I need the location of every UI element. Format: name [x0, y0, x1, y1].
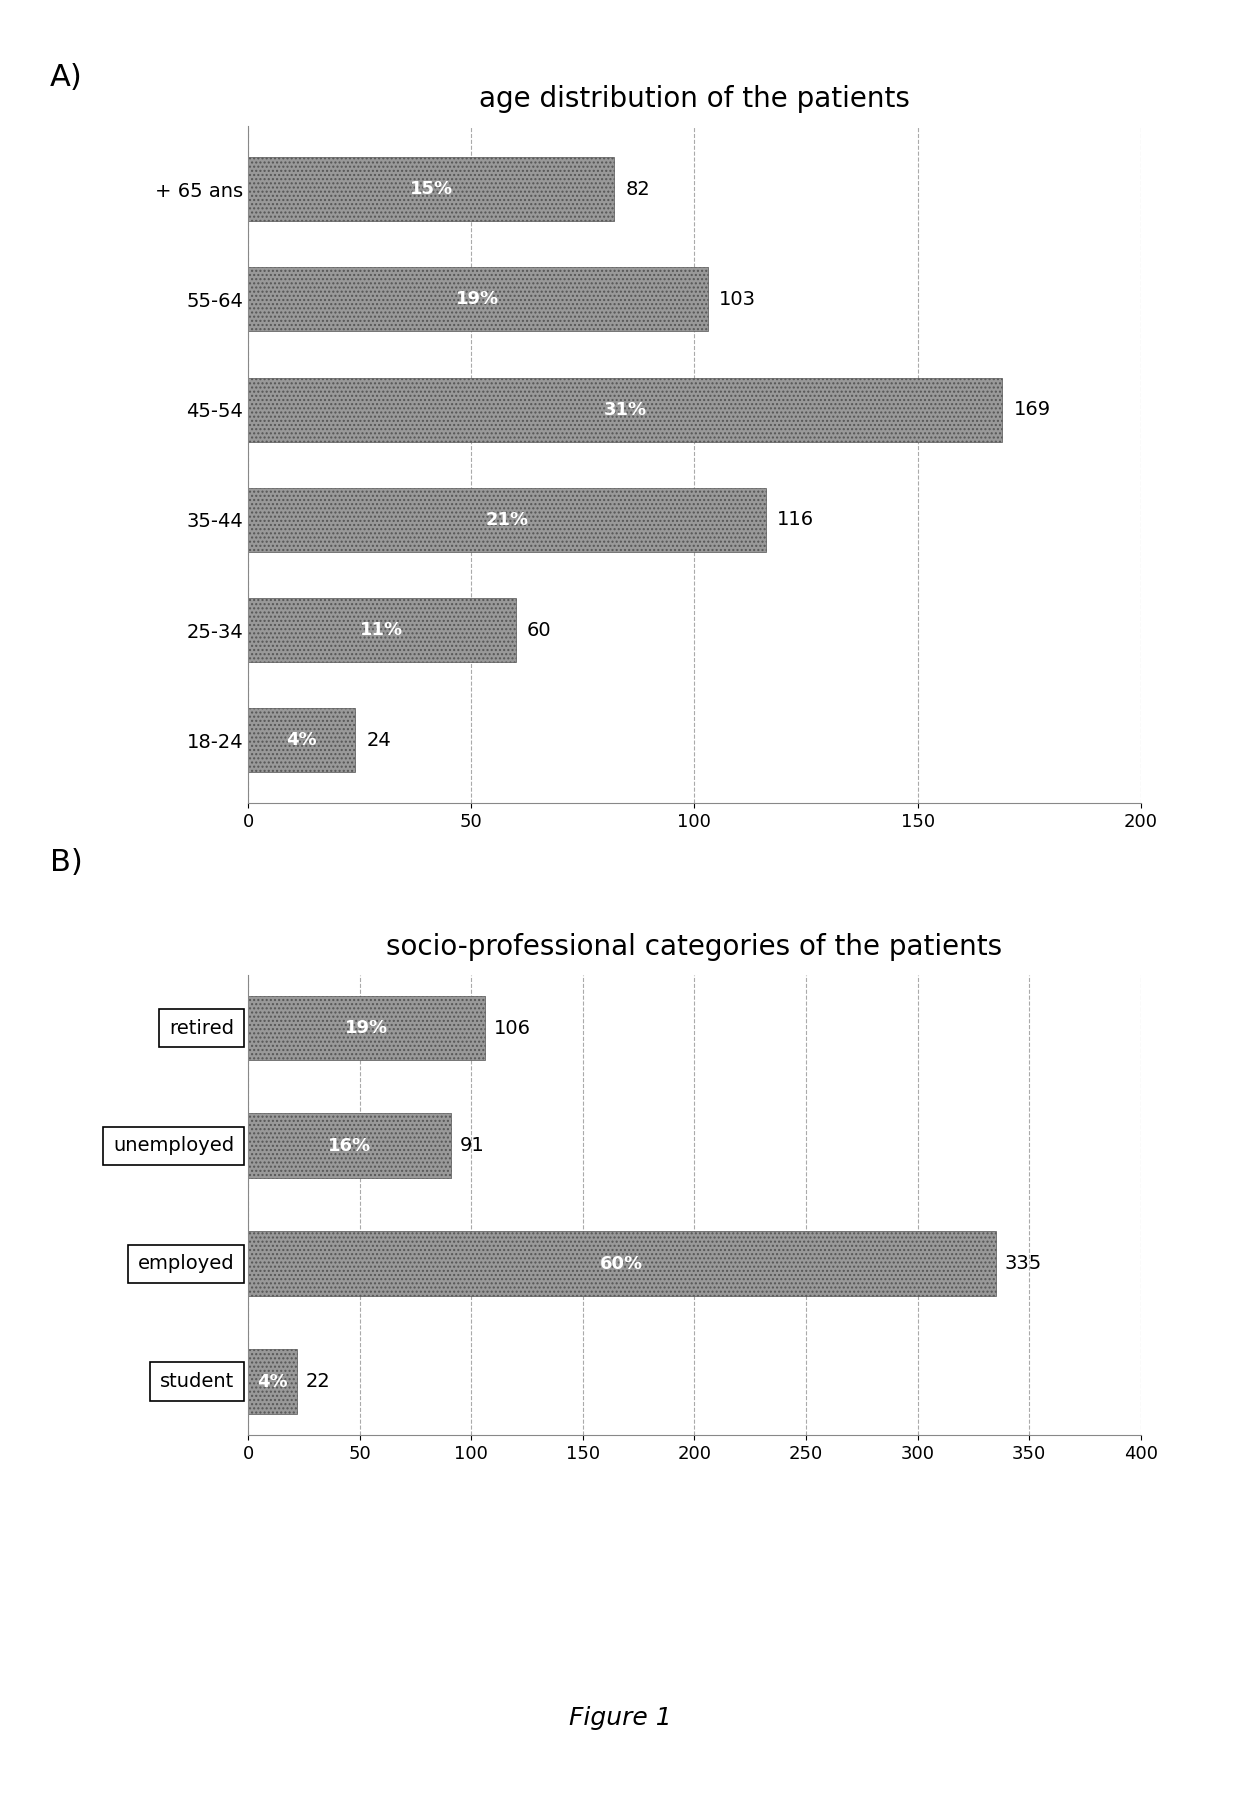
Bar	[248, 597, 516, 662]
Bar	[248, 1231, 996, 1296]
Title: socio-professional categories of the patients: socio-professional categories of the pat…	[387, 933, 1002, 962]
Text: 11%: 11%	[361, 621, 403, 639]
Text: 19%: 19%	[456, 291, 500, 309]
Text: 91: 91	[460, 1137, 485, 1155]
Text: 82: 82	[625, 179, 650, 199]
Text: 22: 22	[306, 1372, 331, 1392]
Text: 24: 24	[366, 731, 391, 751]
Text: Figure 1: Figure 1	[569, 1706, 671, 1731]
Text: 116: 116	[777, 511, 815, 529]
Bar	[248, 157, 614, 220]
Bar	[248, 1114, 451, 1179]
Text: 4%: 4%	[257, 1372, 288, 1390]
Text: 169: 169	[1013, 401, 1050, 419]
Text: 16%: 16%	[329, 1137, 371, 1155]
Title: age distribution of the patients: age distribution of the patients	[479, 85, 910, 114]
Text: retired: retired	[169, 1018, 234, 1038]
Text: 4%: 4%	[286, 731, 317, 749]
Text: 60: 60	[527, 621, 552, 639]
Text: student: student	[160, 1372, 234, 1392]
Bar	[248, 1348, 298, 1413]
Text: 60%: 60%	[600, 1254, 644, 1273]
Text: 335: 335	[1004, 1254, 1042, 1273]
Text: B): B)	[50, 848, 82, 877]
Text: 106: 106	[494, 1018, 531, 1038]
Text: unemployed: unemployed	[113, 1137, 234, 1155]
Bar	[248, 709, 355, 773]
Text: employed: employed	[138, 1254, 234, 1273]
Text: 103: 103	[719, 291, 756, 309]
Text: A): A)	[50, 63, 82, 92]
Text: 19%: 19%	[345, 1020, 388, 1038]
Text: 21%: 21%	[485, 511, 528, 529]
Text: 15%: 15%	[409, 180, 453, 199]
Bar	[248, 377, 1002, 442]
Bar	[248, 996, 485, 1061]
Bar	[248, 487, 766, 552]
Bar	[248, 267, 708, 332]
Text: 31%: 31%	[604, 401, 647, 419]
